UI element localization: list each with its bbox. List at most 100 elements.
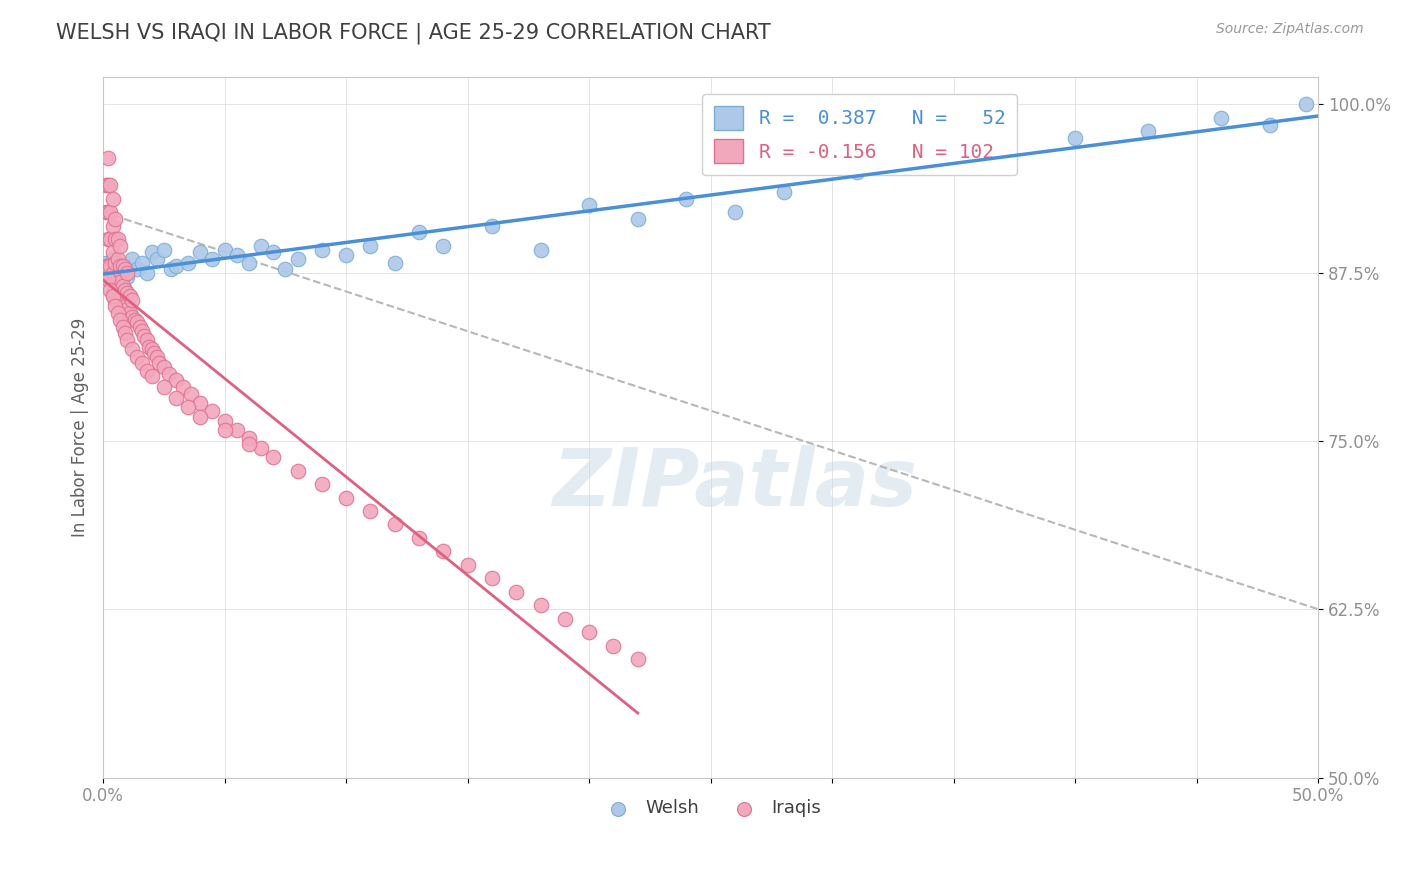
Text: ZIPatlas: ZIPatlas [553,444,918,523]
Point [101,252,124,267]
Point [481,219,503,233]
Point [188,409,211,424]
Point [529,243,551,257]
Point [143,346,166,360]
Point [111,296,134,310]
Point [117,285,139,300]
Point [165,391,187,405]
Point [554,612,576,626]
Point [138,340,160,354]
Point [153,243,176,257]
Point [114,261,136,276]
Point [145,252,167,267]
Point [107,232,129,246]
Point [114,326,136,341]
Point [578,198,600,212]
Point [287,252,309,267]
Point [100,283,122,297]
Point [165,373,187,387]
Point [124,313,146,327]
Point [100,232,122,246]
Text: Source: ZipAtlas.com: Source: ZipAtlas.com [1216,22,1364,37]
Point [121,293,143,307]
Point [457,558,479,572]
Point [100,205,122,219]
Point [118,288,141,302]
Point [114,299,136,313]
Point [111,266,134,280]
Point [165,259,187,273]
Point [1137,124,1160,138]
Point [225,423,247,437]
Point [128,319,150,334]
Point [384,517,406,532]
Point [432,544,454,558]
Point [1295,97,1317,112]
Point [408,531,430,545]
Point [114,259,136,273]
Point [225,248,247,262]
Point [772,185,794,199]
Point [481,571,503,585]
Point [214,414,236,428]
Point [262,245,284,260]
Point [97,259,120,273]
Point [121,310,143,324]
Point [94,259,117,273]
Point [100,259,122,273]
Point [172,380,194,394]
Point [104,272,127,286]
Point [104,232,127,246]
Point [724,205,747,219]
Point [157,367,180,381]
Point [991,145,1014,159]
Point [1209,111,1232,125]
Point [335,248,357,262]
Point [153,380,176,394]
Point [101,245,124,260]
Point [141,245,163,260]
Point [107,252,129,267]
Point [180,387,202,401]
Point [121,343,143,357]
Point [177,401,200,415]
Point [238,436,260,450]
Point [100,272,122,286]
Point [97,151,120,165]
Point [97,272,120,286]
Point [135,333,157,347]
Point [188,396,211,410]
Point [117,301,139,316]
Point [108,238,131,252]
Point [131,324,153,338]
Point [529,599,551,613]
Point [107,256,129,270]
Point [100,259,122,273]
Point [1064,131,1087,145]
Point [311,243,333,257]
Point [101,219,124,233]
Point [627,211,650,226]
Point [94,178,117,193]
Point [121,252,143,267]
Point [108,261,131,276]
Point [145,351,167,365]
Point [117,269,139,284]
Y-axis label: In Labor Force | Age 25-29: In Labor Force | Age 25-29 [72,318,89,537]
Point [359,238,381,252]
Point [100,261,122,276]
Point [108,313,131,327]
Point [214,243,236,257]
Point [107,306,129,320]
Point [578,625,600,640]
Point [114,283,136,297]
Point [104,256,127,270]
Point [104,299,127,313]
Point [131,356,153,370]
Legend: Welsh, Iraqis: Welsh, Iraqis [593,792,828,824]
Point [505,584,527,599]
Point [238,256,260,270]
Point [134,329,156,343]
Point [408,225,430,239]
Point [94,256,117,270]
